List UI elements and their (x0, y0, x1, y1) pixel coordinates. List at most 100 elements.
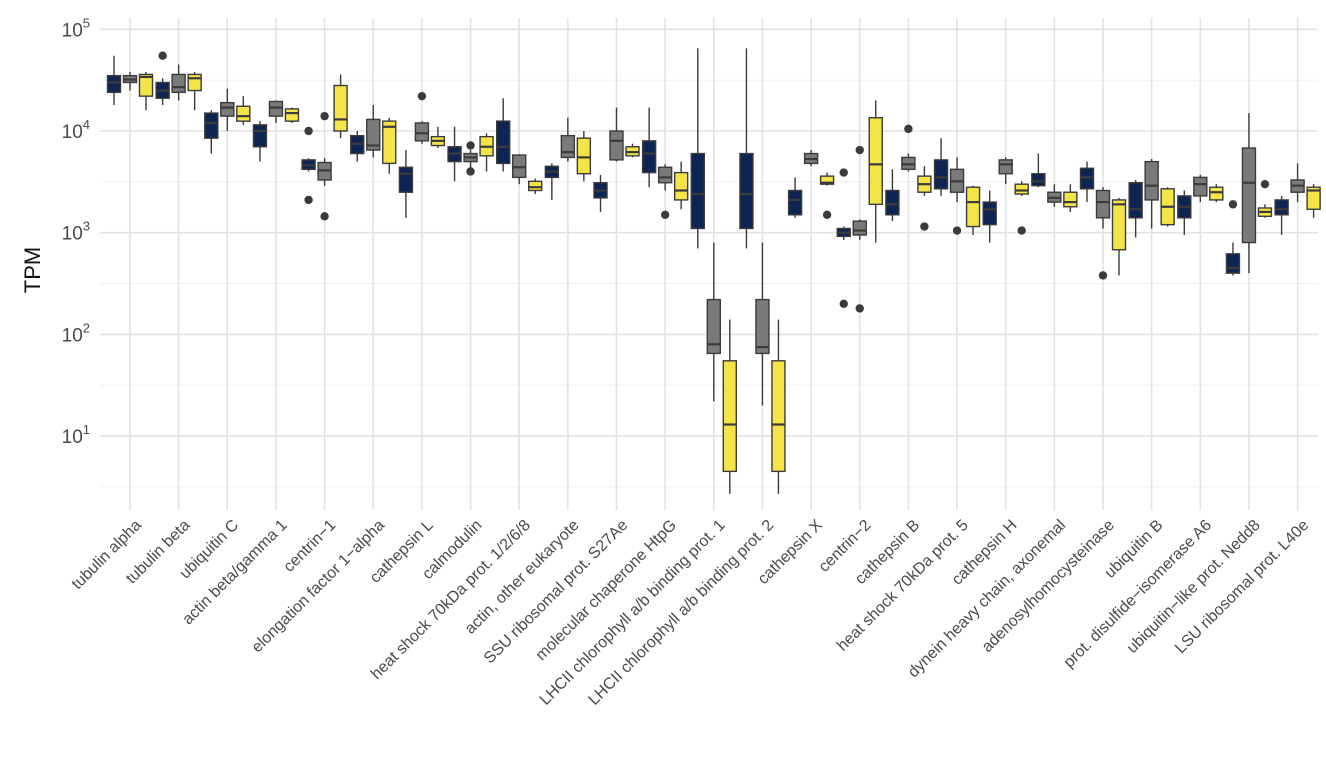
category-group (447, 126, 494, 182)
category-group (155, 51, 202, 111)
category-group (204, 88, 251, 154)
category-group (1177, 174, 1224, 235)
outlier-point (320, 212, 329, 221)
y-tick-label: 102 (62, 320, 90, 346)
box (1193, 176, 1208, 197)
category-group (496, 98, 543, 195)
outlier-point (320, 111, 329, 121)
box (933, 159, 949, 190)
category-group (398, 91, 446, 218)
box (1014, 183, 1029, 195)
category-group (593, 107, 640, 212)
category-group (106, 55, 154, 111)
box (852, 220, 867, 236)
outlier-point (660, 210, 670, 219)
outlier-point (1017, 226, 1026, 235)
box (1306, 186, 1321, 210)
category-group (787, 150, 835, 219)
y-tick-label: 103 (62, 219, 90, 245)
category-group (836, 100, 883, 313)
box (673, 171, 689, 201)
category-group (885, 124, 932, 231)
category-group (641, 107, 689, 219)
box (998, 159, 1013, 175)
box (771, 360, 786, 473)
box (641, 140, 657, 174)
outlier-point (839, 168, 848, 177)
box (284, 108, 300, 122)
box (690, 152, 705, 230)
box (560, 134, 576, 159)
outlier-point (1098, 271, 1108, 280)
box (268, 100, 284, 117)
box (1111, 199, 1127, 251)
box (366, 118, 381, 151)
box (1079, 167, 1095, 190)
category-group (1274, 163, 1321, 235)
outlier-point (1260, 179, 1270, 189)
y-axis-title: TPM (20, 247, 45, 293)
outlier-point (952, 226, 962, 235)
box (252, 124, 268, 148)
category-group (252, 100, 300, 162)
category-group (1225, 113, 1273, 276)
y-tick-label: 105 (62, 15, 90, 41)
box (414, 122, 430, 142)
box (885, 189, 900, 216)
box (236, 105, 251, 122)
box (657, 166, 673, 184)
category-group (1128, 159, 1175, 238)
category-group (1031, 153, 1078, 212)
box (382, 120, 397, 165)
box (220, 101, 235, 117)
box (171, 73, 186, 94)
outlier-point (158, 51, 167, 60)
category-group (739, 48, 786, 494)
grid (100, 18, 1318, 510)
y-tick-label: 104 (62, 117, 90, 143)
box (706, 298, 721, 355)
box (398, 166, 414, 193)
category-group (690, 48, 737, 494)
outlier-point (466, 167, 475, 176)
category-group (1079, 161, 1127, 280)
box (1274, 199, 1289, 216)
category-group (544, 117, 592, 200)
boxes-layer (106, 48, 1321, 494)
box (722, 360, 737, 473)
outlier-point (304, 126, 313, 136)
box (1209, 186, 1224, 201)
box (787, 189, 803, 216)
outlier-point (855, 304, 864, 313)
outlier-point (839, 299, 848, 308)
box (965, 186, 981, 228)
box (187, 73, 202, 92)
outlier-point (920, 222, 929, 231)
category-group (933, 138, 981, 235)
outlier-point (417, 91, 427, 101)
outlier-point (304, 195, 313, 205)
box (496, 120, 511, 165)
outlier-point (855, 145, 864, 155)
box (1063, 191, 1078, 208)
outlier-point (822, 210, 832, 219)
box (1241, 147, 1257, 244)
y-tick-label: 101 (62, 422, 90, 448)
outlier-point (904, 124, 913, 134)
y-axis: 101 102 103 104 105 (62, 15, 90, 448)
box (868, 117, 883, 206)
box (755, 298, 770, 355)
box (138, 73, 154, 97)
outlier-point (1228, 200, 1238, 209)
outlier-point (466, 141, 475, 150)
box (609, 130, 624, 161)
box (1095, 189, 1111, 219)
category-group (350, 105, 397, 174)
box (333, 84, 348, 132)
box (1031, 173, 1046, 187)
box (739, 152, 754, 230)
box (204, 112, 219, 139)
box (1225, 253, 1241, 274)
